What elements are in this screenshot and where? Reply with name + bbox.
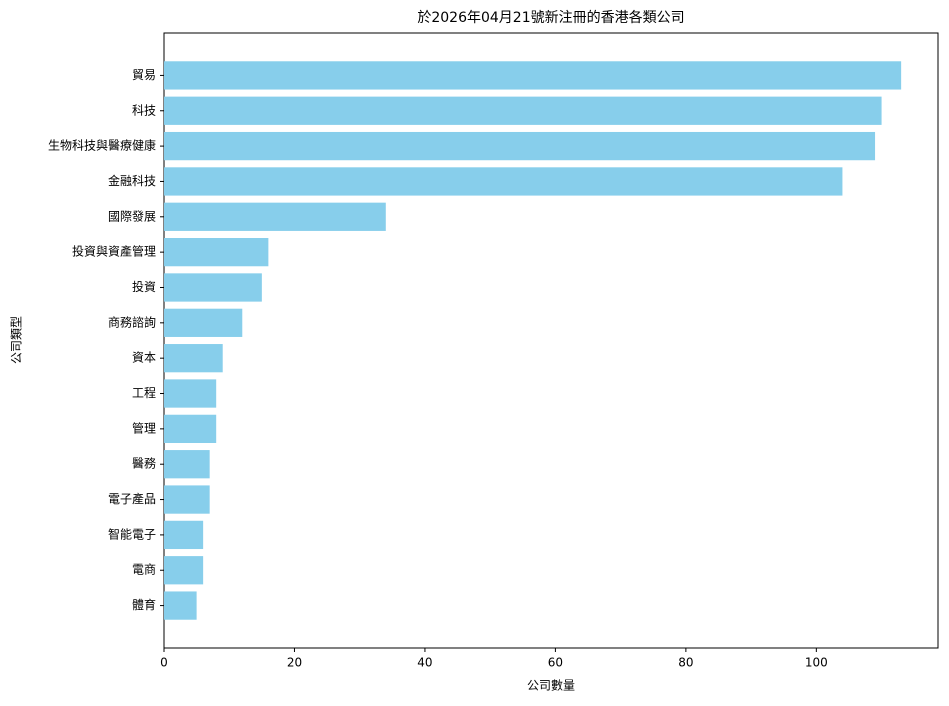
bar: [164, 96, 882, 125]
x-tick-label: 60: [548, 656, 563, 670]
x-tick-label: 100: [805, 656, 828, 670]
x-axis-label: 公司數量: [527, 679, 575, 693]
bar: [164, 273, 262, 302]
bar: [164, 450, 210, 479]
plot-frame: [163, 32, 939, 649]
x-tick-label: 40: [417, 656, 432, 670]
y-tick-label: 電子產品: [108, 491, 156, 506]
bar: [164, 414, 217, 443]
y-tick-label: 商務諮詢: [108, 314, 156, 329]
y-tick-label: 投資與資產管理: [72, 244, 156, 259]
y-tick-label: 投資: [132, 279, 156, 294]
y-tick-label: 金融科技: [108, 173, 156, 188]
y-axis-label: 公司類型: [10, 316, 24, 364]
bar: [164, 485, 210, 514]
bar: [164, 238, 269, 267]
bar: [164, 556, 204, 585]
y-tick-label: 國際發展: [108, 208, 156, 223]
x-tick-label: 20: [287, 656, 302, 670]
y-tick-label: 體育: [132, 597, 156, 612]
bar: [164, 61, 902, 90]
y-tick-label: 生物科技與醫療健康: [48, 138, 156, 153]
bar: [164, 308, 243, 337]
y-tick-label: 電商: [132, 562, 156, 577]
x-tick-label: 80: [678, 656, 693, 670]
y-tick-label: 工程: [132, 385, 156, 400]
bar: [164, 131, 876, 161]
y-tick-label: 管理: [132, 420, 156, 435]
y-tick-label: 科技: [132, 103, 156, 117]
bar: [164, 344, 223, 373]
y-tick-label: 貿易: [132, 68, 156, 82]
bar: [164, 591, 197, 620]
bar: [164, 520, 204, 550]
bar: [164, 202, 386, 231]
x-tick-label: 0: [160, 656, 168, 670]
chart-title: 於2026年04月21號新注冊的香港各類公司: [417, 10, 684, 26]
bar: [164, 167, 843, 196]
y-tick-label: 智能電子: [108, 526, 156, 541]
y-tick-label: 醫務: [132, 457, 156, 471]
y-tick-label: 資本: [132, 351, 156, 365]
bar: [164, 379, 217, 408]
